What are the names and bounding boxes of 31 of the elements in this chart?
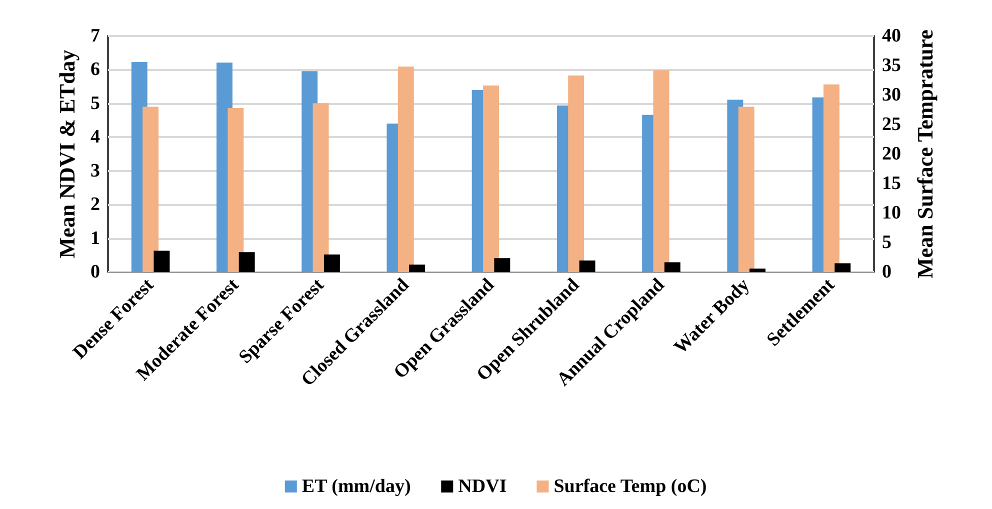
bar bbox=[750, 268, 766, 272]
y2-tick-label: 0 bbox=[882, 262, 892, 282]
y-tick-label: 3 bbox=[90, 160, 100, 182]
legend-label: NDVI bbox=[458, 476, 507, 497]
y2-tick-label: 5 bbox=[882, 232, 892, 253]
bar bbox=[154, 250, 170, 272]
bar bbox=[664, 262, 680, 272]
y-tick-label: 1 bbox=[90, 228, 100, 249]
y-tick-label: 2 bbox=[90, 194, 100, 216]
y-tick-label: 7 bbox=[90, 26, 100, 46]
y-tick-label: 6 bbox=[90, 59, 100, 80]
bar bbox=[834, 263, 851, 272]
y2-axis-title: Mean Surface Temprature bbox=[912, 29, 938, 278]
bar bbox=[409, 264, 426, 272]
y2-tick-label: 25 bbox=[882, 114, 901, 135]
y2-tick-label: 10 bbox=[882, 202, 901, 224]
y2-tick-label: 30 bbox=[882, 84, 901, 106]
y-axis-title: Mean NDVI & ETday bbox=[54, 50, 80, 258]
legend-label: Surface Temp (oC) bbox=[554, 476, 707, 497]
bar bbox=[238, 252, 255, 272]
y2-tick-label: 15 bbox=[882, 173, 901, 194]
bar bbox=[324, 254, 340, 272]
bar bbox=[579, 260, 596, 272]
legend-label: ET (mm/day) bbox=[302, 476, 411, 497]
y2-tick-label: 35 bbox=[882, 55, 901, 76]
y2-tick-label: 20 bbox=[882, 144, 901, 164]
bar bbox=[494, 258, 510, 272]
y-tick-label: 4 bbox=[90, 126, 100, 148]
y-tick-label: 5 bbox=[90, 92, 100, 114]
y-tick-label: 0 bbox=[90, 262, 100, 282]
y2-tick-label: 40 bbox=[882, 26, 901, 46]
